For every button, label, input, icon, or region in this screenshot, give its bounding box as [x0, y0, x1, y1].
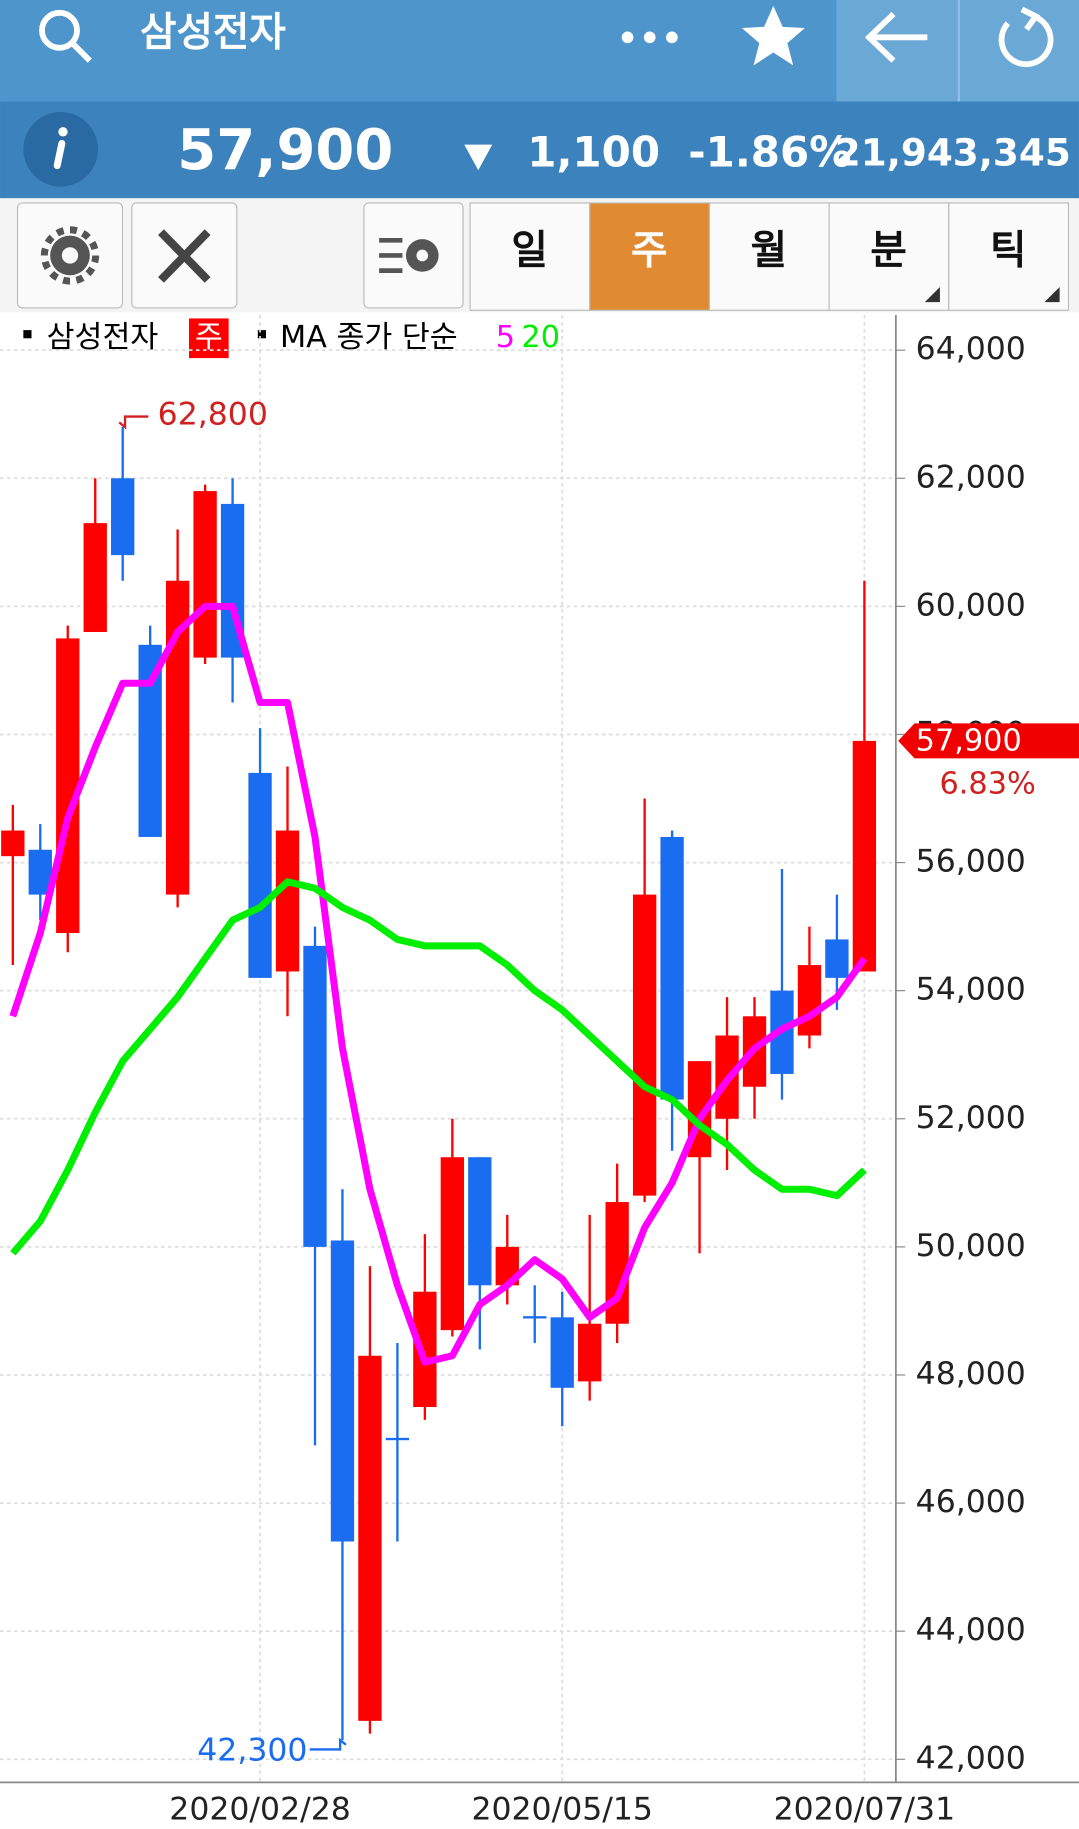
y-tick-label: 42,000 [916, 1740, 1026, 1776]
tab[interactable] [708, 202, 830, 311]
y-tick-label: 46,000 [916, 1484, 1026, 1520]
candle-body [385, 1437, 410, 1441]
last-price-tag [898, 723, 1079, 759]
candle-body [330, 1240, 355, 1542]
candle-body [358, 1355, 382, 1721]
change-rate: -1.86% [688, 128, 851, 177]
legend-marker [23, 330, 32, 339]
refresh-icon[interactable] [998, 6, 1054, 68]
candle-body [523, 1316, 547, 1319]
legend-period: 주 [195, 320, 223, 355]
y-tick-label: 52,000 [916, 1100, 1026, 1136]
change: 1,100 [527, 128, 660, 177]
info-icon[interactable] [23, 111, 98, 187]
y-tick-label: 48,000 [916, 1356, 1026, 1392]
ma-line [10, 878, 867, 1256]
tab-label: 일 [511, 228, 547, 274]
chart-area [0, 312, 1079, 1829]
ma-legend: MA 종가 단순 [280, 320, 458, 355]
high-arrow [118, 415, 149, 430]
candle-body [193, 491, 217, 658]
candle-body [660, 836, 684, 1100]
tab-label: 틱 [990, 228, 1026, 274]
tab-label: 분 [870, 228, 906, 274]
legend-marker [257, 330, 266, 339]
candle-body [248, 772, 272, 978]
star-icon[interactable] [741, 5, 805, 66]
candle-body [797, 965, 822, 1036]
y-tick-label: 62,000 [916, 459, 1026, 495]
candle-body [1, 830, 25, 857]
x-tick-label: 2020/02/28 [169, 1791, 350, 1827]
legend-ma5: 5 [496, 320, 515, 355]
candle-body [165, 580, 190, 895]
tab[interactable] [828, 202, 950, 311]
tab[interactable] [589, 202, 711, 311]
ma-line [9, 602, 868, 1366]
candle-body [550, 1317, 574, 1388]
tools-button[interactable] [131, 202, 238, 309]
tab[interactable] [469, 202, 591, 311]
last-price-label: 57,900 [916, 724, 1022, 759]
candle-body [56, 638, 80, 934]
y-tick-label: 44,000 [916, 1612, 1026, 1648]
quote-bar [0, 101, 1079, 199]
y-tick-label: 60,000 [916, 587, 1026, 623]
change-label: 6.83% [940, 767, 1036, 802]
candle-body [440, 1157, 465, 1331]
indicator-button[interactable] [363, 202, 464, 309]
down-triangle [464, 144, 493, 171]
y-tick-label: 56,000 [916, 844, 1026, 880]
legend-period-box [188, 318, 229, 359]
volume: 21,943,345 [835, 131, 1071, 175]
candle-body [468, 1157, 492, 1286]
x-tick-label: 2020/07/31 [774, 1791, 955, 1827]
candle-body [275, 830, 300, 972]
y-tick-label: 50,000 [916, 1228, 1026, 1264]
candle-body [825, 939, 849, 978]
candle-body [605, 1202, 629, 1324]
low-label: 42,300 [197, 1733, 307, 1769]
y-tick-label: 64,000 [916, 331, 1026, 367]
legend-ma20: 20 [521, 320, 560, 355]
more-icon[interactable] [621, 31, 678, 44]
candle-body [852, 740, 877, 972]
settings-button[interactable] [16, 202, 124, 309]
price: 57,900 [177, 118, 393, 183]
low-arrow [309, 1737, 347, 1751]
legend-name: 삼성전자 [47, 320, 159, 355]
tab-corner [1044, 286, 1060, 303]
x-tick-label: 2020/05/15 [471, 1791, 652, 1827]
candle-body [578, 1323, 602, 1382]
search-icon[interactable] [39, 9, 92, 63]
y-tick-label: 54,000 [916, 972, 1026, 1008]
candle-body [111, 478, 135, 556]
candle-body [303, 945, 327, 1247]
tab[interactable] [948, 202, 1070, 311]
candle-body [28, 849, 52, 895]
candle-body [632, 894, 657, 1196]
candle-body [413, 1291, 437, 1408]
back-icon[interactable] [864, 11, 928, 63]
candle-body [83, 523, 107, 632]
app-title: 삼성전자 [140, 9, 286, 55]
tab-label: 주 [631, 228, 667, 274]
tab-label: 월 [751, 228, 787, 274]
high-label: 62,800 [158, 396, 268, 432]
candle-body [138, 644, 162, 837]
